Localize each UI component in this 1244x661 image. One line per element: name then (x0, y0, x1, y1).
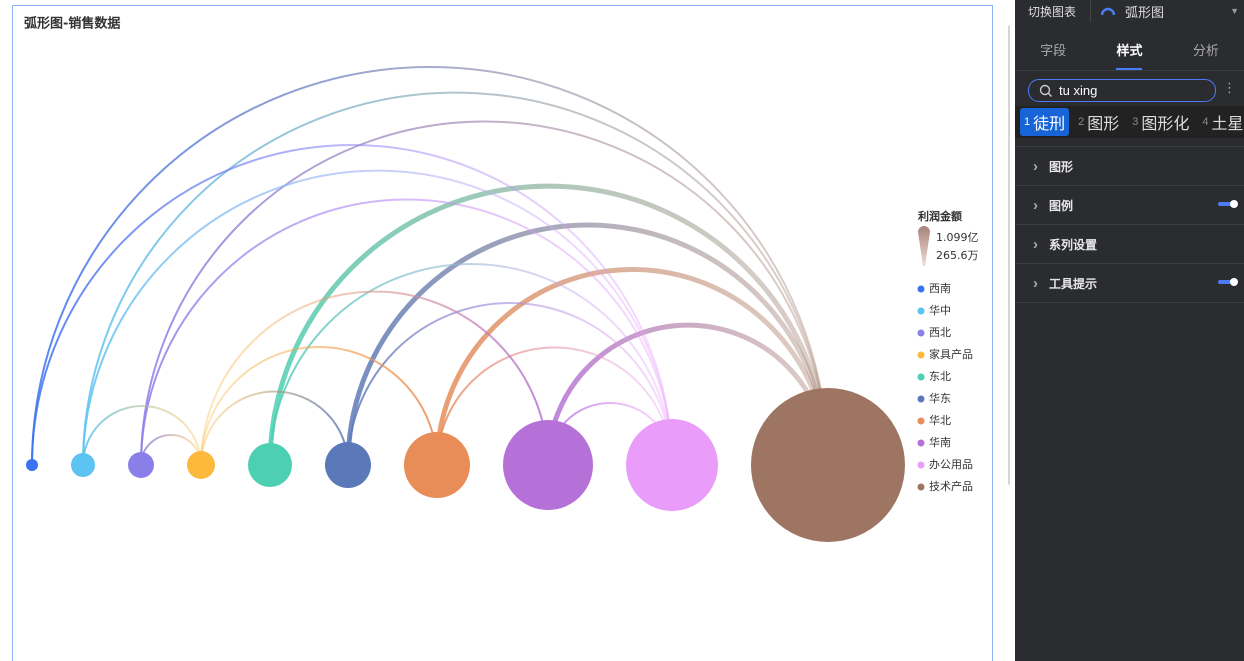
link (82, 92, 829, 466)
tab[interactable]: 分析 (1192, 43, 1219, 58)
chart-type: 弧形图 (1125, 4, 1165, 20)
link (200, 346, 438, 466)
candidate[interactable]: 2 图形 (1074, 108, 1123, 136)
link (345, 222, 831, 466)
size-legend-ramp (918, 226, 930, 266)
candidate-index: 4 (1202, 116, 1209, 128)
candidate[interactable]: 1 徒刑 (1020, 108, 1070, 136)
candidate[interactable]: 4 土星 (1198, 108, 1244, 136)
legend-swatch (917, 307, 925, 315)
legend-swatch (917, 285, 925, 293)
section[interactable]: 图例 (1015, 186, 1244, 225)
legend-swatch (917, 461, 925, 469)
link (200, 390, 349, 466)
toggle[interactable] (1218, 278, 1238, 286)
chart-frame (12, 5, 993, 661)
legend-swatch (917, 329, 925, 337)
node (403, 431, 470, 499)
search-input[interactable]: tu xing (1028, 79, 1216, 102)
scrollbar[interactable] (1008, 25, 1010, 485)
candidate-index: 1 (1024, 116, 1031, 128)
node (128, 451, 155, 479)
candidate-text: 土星 (1211, 116, 1244, 133)
section-title: 系列设置 (1049, 237, 1098, 252)
legend: 利润金额 1.099亿 265.6万 西南华中西北家具产品东北华东华北华南办公用… (917, 209, 979, 493)
node (324, 442, 371, 488)
candidate-index: 2 (1078, 116, 1085, 128)
legend-label: 华北 (929, 413, 951, 427)
size-legend-title: 利润金额 (918, 209, 962, 223)
node (626, 419, 718, 511)
search-text: tu xing (1059, 83, 1098, 98)
node (750, 388, 905, 542)
legend-label: 西南 (929, 282, 951, 295)
link (31, 66, 829, 466)
candidate[interactable]: 3 图形化 (1128, 108, 1193, 136)
node (26, 459, 38, 471)
legend-label: 家具产品 (929, 347, 973, 361)
legend-swatch (917, 351, 925, 359)
tabs: 字段 样式 分析 (1015, 36, 1244, 71)
link (140, 199, 673, 466)
link (434, 267, 831, 466)
legend-swatch (917, 373, 925, 381)
nodes (26, 388, 905, 542)
section[interactable]: 图形 (1015, 147, 1244, 186)
settings-panel: 切换图表 弧形图 ▼ 字段 样式 分析 tu xing ⋮ 1 徒刑 2 图形 3 图形化 4 土… (1015, 0, 1244, 661)
section-title: 图例 (1049, 198, 1074, 213)
candidate-text: 图形化 (1141, 116, 1190, 133)
search-icon (1039, 84, 1052, 97)
size-legend-max: 1.099亿 (936, 231, 979, 244)
node (187, 450, 216, 480)
tab-indicator (1116, 68, 1143, 70)
legend-label: 华东 (929, 391, 951, 405)
legend-label: 东北 (929, 370, 951, 383)
chart-type-select[interactable]: 弧形图 ▼ (1090, 0, 1244, 22)
candidate-text: 图形 (1087, 116, 1120, 133)
section-title: 图形 (1049, 159, 1074, 174)
node (248, 443, 292, 487)
candidate-index: 3 (1132, 116, 1139, 128)
link (31, 144, 673, 466)
candidate-text: 徒刑 (1033, 116, 1066, 133)
tab[interactable]: 样式 (1091, 36, 1167, 70)
link (140, 120, 829, 466)
sections: 图形图例系列设置工具提示 (1015, 146, 1244, 303)
dropdown-arrow: ▼ (1230, 6, 1239, 16)
size-legend-min: 265.6万 (936, 249, 979, 262)
link (267, 183, 831, 466)
legend-label: 华中 (929, 303, 951, 317)
legend-swatch (917, 439, 925, 447)
link (346, 301, 673, 466)
chart-switch: 切换图表 弧形图 ▼ (1015, 0, 1244, 22)
ime-candidates: 1 徒刑 2 图形 3 图形化 4 土星 (1015, 106, 1244, 138)
arc-icon (1101, 7, 1115, 16)
link (435, 346, 673, 466)
link (269, 263, 673, 466)
legend-label: 西北 (929, 326, 951, 339)
link (200, 290, 549, 466)
legend-swatch (917, 395, 925, 403)
more-icon[interactable]: ⋮ (1223, 80, 1236, 95)
section-title: 工具提示 (1049, 276, 1098, 291)
legend-label: 办公用品 (929, 458, 973, 471)
legend-label: 技术产品 (929, 479, 973, 493)
switch-label: 切换图表 (1028, 4, 1077, 19)
chart-title: 弧形图-销售数据 (24, 16, 120, 32)
section[interactable]: 系列设置 (1015, 225, 1244, 264)
link (82, 405, 203, 466)
chart: 弧形图-销售数据 利润金额 1.099亿 265.6万 西南华中西北家具产品东北… (12, 5, 1010, 661)
link (82, 169, 673, 466)
legend-swatch (917, 417, 925, 425)
search-row: tu xing ⋮ (1015, 79, 1244, 102)
toggle[interactable] (1218, 200, 1238, 208)
section[interactable]: 工具提示 (1015, 264, 1244, 303)
tab[interactable]: 字段 (1040, 43, 1067, 58)
legend-swatch (917, 483, 925, 491)
node (502, 419, 594, 511)
legend-label: 华南 (929, 435, 951, 449)
node (71, 452, 96, 478)
